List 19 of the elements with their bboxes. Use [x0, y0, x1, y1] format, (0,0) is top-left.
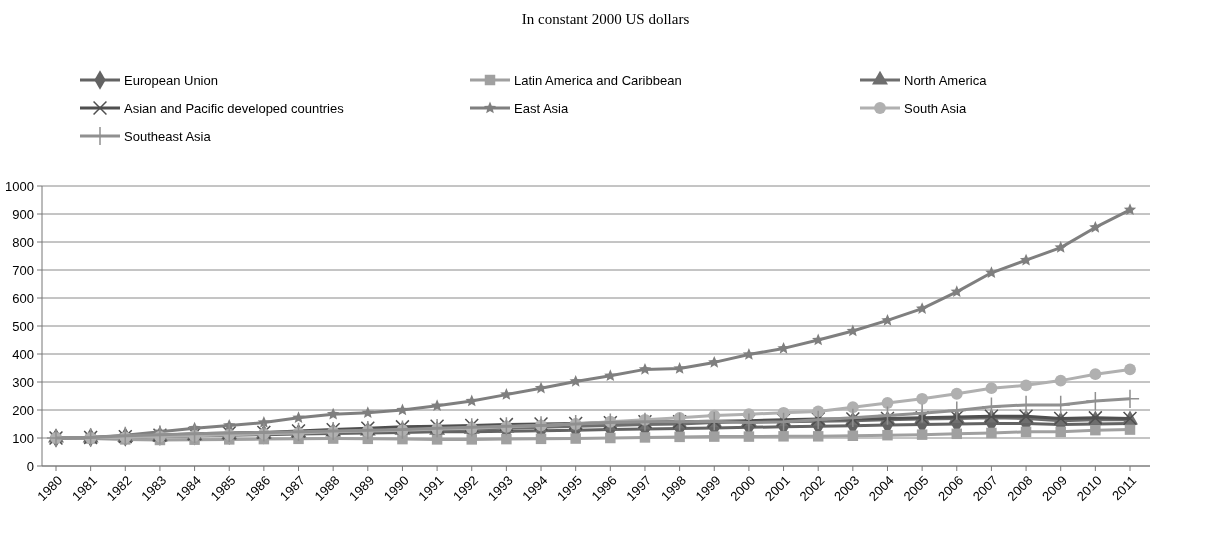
y-tick-label: 0	[26, 458, 34, 474]
legend-label: East Asia	[514, 100, 569, 116]
y-tick-label: 800	[12, 234, 34, 250]
legend-label: South Asia	[904, 100, 967, 116]
legend-label: Latin America and Caribbean	[514, 72, 682, 88]
chart-title: In constant 2000 US dollars	[521, 11, 690, 27]
y-tick-label: 600	[12, 290, 34, 306]
y-tick-label: 1000	[5, 178, 34, 194]
y-tick-label: 700	[12, 262, 34, 278]
y-tick-label: 100	[12, 430, 34, 446]
y-tick-label: 200	[12, 402, 34, 418]
legend-label: European Union	[124, 72, 218, 88]
y-tick-label: 500	[12, 318, 34, 334]
y-tick-label: 900	[12, 206, 34, 222]
y-tick-label: 300	[12, 374, 34, 390]
y-tick-label: 400	[12, 346, 34, 362]
legend-label: Asian and Pacific developed countries	[124, 100, 345, 116]
legend-label: Southeast Asia	[124, 128, 212, 144]
legend-label: North America	[904, 72, 988, 88]
